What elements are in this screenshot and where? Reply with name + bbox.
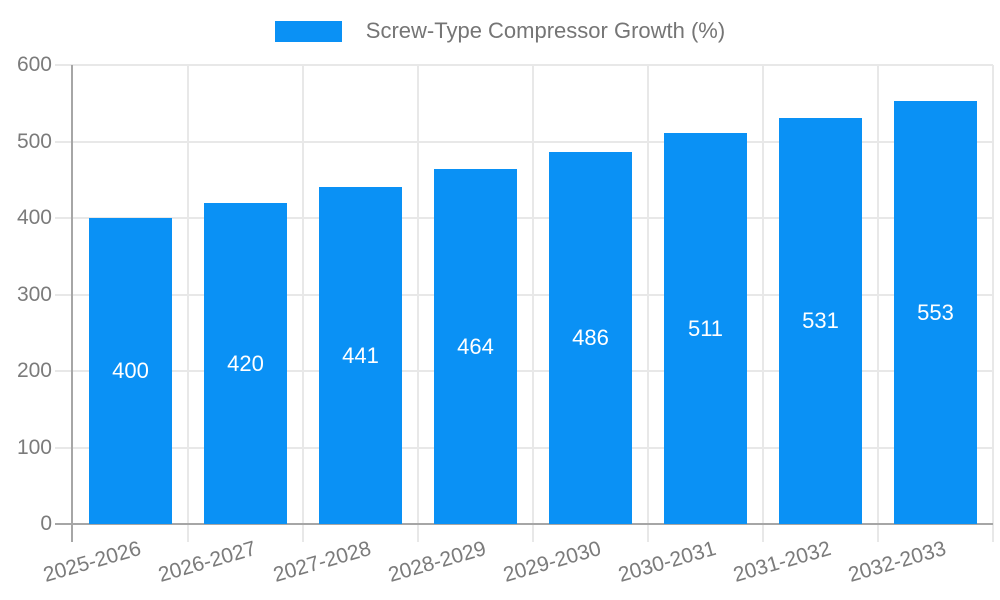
bar-value-label: 441 xyxy=(342,342,379,368)
x-tick-label: 2030-2031 xyxy=(615,536,719,587)
bar: 553 xyxy=(894,101,977,524)
bar-value-label: 486 xyxy=(572,325,609,350)
x-tick-label: 2032-2033 xyxy=(845,536,949,587)
gridline-vertical xyxy=(992,65,994,524)
legend[interactable]: Screw-Type Compressor Growth (%) xyxy=(0,18,1000,44)
bar: 464 xyxy=(434,169,517,524)
bar-value-label: 420 xyxy=(227,350,264,376)
bar: 486 xyxy=(549,152,632,524)
gridline-vertical xyxy=(647,65,649,524)
bar: 531 xyxy=(779,118,862,524)
y-tick-label: 200 xyxy=(16,359,52,382)
y-tick-label: 100 xyxy=(16,436,52,459)
gridline-vertical xyxy=(532,65,534,524)
bar-value-label: 553 xyxy=(917,299,954,325)
y-tick-label: 400 xyxy=(16,206,52,229)
gridline-vertical xyxy=(417,65,419,524)
bar: 420 xyxy=(204,203,287,524)
bar: 400 xyxy=(89,218,172,524)
legend-swatch xyxy=(274,20,342,42)
bar: 511 xyxy=(664,133,747,524)
x-tick-mark xyxy=(877,524,879,542)
x-tick-mark xyxy=(302,524,304,542)
x-tick-label: 2028-2029 xyxy=(385,536,489,587)
y-tick-label: 300 xyxy=(16,283,52,306)
x-tick-label: 2027-2028 xyxy=(270,536,374,587)
bar-value-label: 464 xyxy=(457,333,494,359)
y-tick-mark xyxy=(55,370,73,372)
x-tick-mark xyxy=(417,524,419,542)
x-tick-label: 2031-2032 xyxy=(730,536,834,587)
y-tick-label: 500 xyxy=(16,130,52,153)
x-tick-mark xyxy=(532,524,534,542)
x-tick-mark xyxy=(647,524,649,542)
y-tick-mark xyxy=(55,217,73,219)
y-tick-mark xyxy=(55,447,73,449)
gridline-vertical xyxy=(187,65,189,524)
x-tick-label: 2026-2027 xyxy=(155,536,259,587)
x-axis-line xyxy=(55,523,993,525)
gridline-vertical xyxy=(877,65,879,524)
y-tick-mark xyxy=(55,294,73,296)
bar-value-label: 400 xyxy=(112,358,149,383)
x-tick-mark xyxy=(762,524,764,542)
x-tick-mark xyxy=(992,524,994,542)
y-tick-label: 0 xyxy=(40,512,52,535)
legend-label: Screw-Type Compressor Growth (%) xyxy=(365,18,726,43)
gridline-vertical xyxy=(762,65,764,524)
x-tick-label: 2029-2030 xyxy=(500,536,604,587)
bar-value-label: 531 xyxy=(802,308,839,333)
bar-value-label: 511 xyxy=(687,315,724,341)
y-axis-line xyxy=(71,65,73,542)
gridline-vertical xyxy=(302,65,304,524)
x-tick-mark xyxy=(187,524,189,542)
bar: 441 xyxy=(319,187,402,524)
x-tick-label: 2025-2026 xyxy=(40,536,144,587)
y-tick-mark xyxy=(55,64,73,66)
y-tick-label: 600 xyxy=(16,53,52,76)
y-tick-mark xyxy=(55,141,73,143)
